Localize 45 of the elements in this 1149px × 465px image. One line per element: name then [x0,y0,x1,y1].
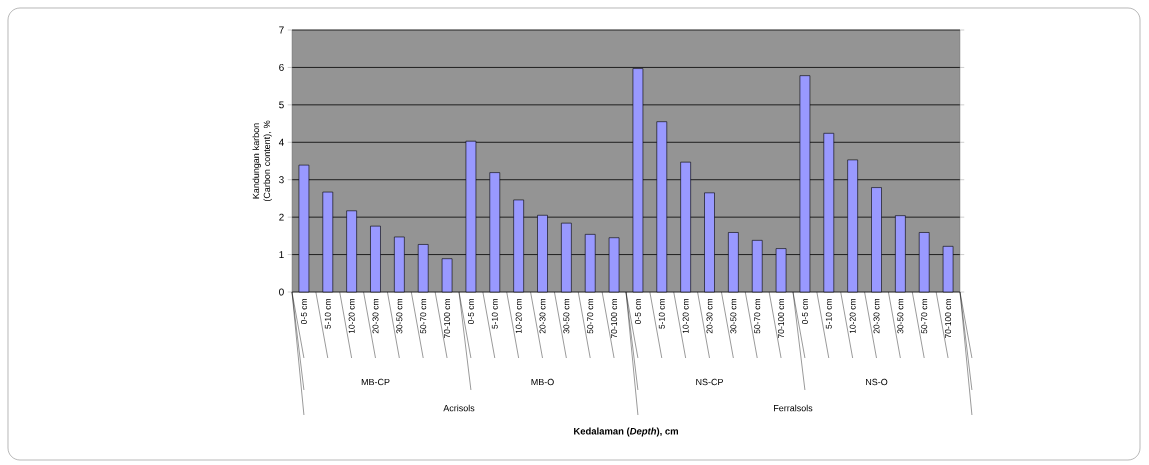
x-tick-label: 70-100 cm [444,299,451,339]
y-axis-title: Kandungan karbon (Carbon content), % [252,120,272,202]
y-tick-label: 3 [279,176,284,184]
x-tick-label: 10-20 cm [348,299,355,334]
y-tick-label: 6 [279,63,284,71]
y-tick-label: 0 [279,288,284,296]
x-tick-label: 10-20 cm [849,299,856,334]
y-tick-label: 1 [279,251,284,258]
x-tick-label: 70-100 cm [611,299,618,339]
x-tick-label: 50-70 cm [921,299,928,334]
x-tick-label: 0-5 cm [801,299,808,325]
x-tick-label: 5-10 cm [825,299,832,329]
x-tick-label: 50-70 cm [420,299,427,334]
x-tick-label: 20-30 cm [706,299,713,334]
x-tick-label: 0-5 cm [634,299,641,325]
x-tick-label: 30-50 cm [563,299,570,334]
bar [441,258,453,293]
text: NS-O [866,378,888,386]
text: Acrisols [443,404,475,412]
text: Ferralsols [774,404,813,412]
x-tick-label: 20-30 cm [539,299,546,334]
x-tick-label: 30-50 cm [897,299,904,334]
x-tick-label: 5-10 cm [324,299,331,329]
x-tick-label: 10-20 cm [682,299,689,334]
x-tick-label: 10-20 cm [515,299,522,334]
x-tick-label: 70-100 cm [945,299,952,339]
x-tick-label: 70-100 cm [778,299,785,339]
x-tick-label: 50-70 cm [587,299,594,334]
text: MB-O [531,378,554,386]
x-tick-label: 20-30 cm [873,299,880,334]
x-tick-label: 5-10 cm [658,299,665,329]
text: MB-CP [361,378,390,386]
x-tick-label: 0-5 cm [300,299,307,325]
y-tick-label: 2 [279,213,284,221]
text: NS-CP [696,378,723,386]
x-tick-label: 30-50 cm [730,299,737,334]
x-tick-label: 0-5 cm [467,299,474,325]
x-tick-label: 5-10 cm [491,299,498,329]
y-tick-label: 4 [278,138,284,146]
x-tick-label: 20-30 cm [372,299,379,334]
text: Kedalaman (Depth), cm [574,427,678,437]
y-tick-label: 7 [279,26,284,34]
y-tick-label: 5 [279,101,284,109]
x-tick-label: 50-70 cm [754,299,761,334]
x-tick-label: 30-50 cm [396,299,403,334]
